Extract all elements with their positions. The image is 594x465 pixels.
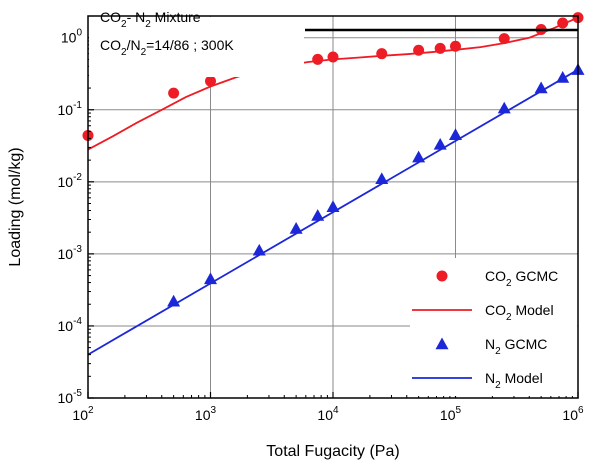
- legend-label-text: CO: [485, 302, 506, 318]
- legend-label-text: CO: [485, 268, 506, 284]
- annotation-text: =14/86 ; 300K: [146, 37, 234, 53]
- co2-gcmc-point: [168, 88, 179, 99]
- annotation-text: Mixture: [151, 9, 201, 25]
- co2-gcmc-point: [328, 51, 339, 62]
- y-tick-base: 10: [58, 174, 74, 190]
- x-tick-base: 10: [72, 407, 88, 423]
- legend-label-text: N: [485, 336, 495, 352]
- legend-swatch-co2-gcmc: [437, 271, 448, 282]
- annotation-text: /N: [127, 37, 141, 53]
- x-tick-base: 10: [440, 407, 456, 423]
- x-tick-exponent: 2: [88, 405, 94, 416]
- co2-gcmc-point: [312, 54, 323, 65]
- y-tick-exponent: 0: [76, 28, 82, 39]
- y-tick-exponent: -1: [73, 100, 82, 111]
- co2-gcmc-point: [376, 48, 387, 59]
- annotation-text: CO: [100, 9, 121, 25]
- y-tick-exponent: -4: [73, 316, 82, 327]
- x-tick-base: 10: [317, 407, 333, 423]
- y-tick-exponent: -3: [73, 244, 82, 255]
- annotation-text: CO: [100, 37, 121, 53]
- legend-label-text: GCMC: [501, 336, 548, 352]
- x-tick-exponent: 4: [333, 405, 339, 416]
- y-tick-base: 10: [58, 390, 74, 406]
- x-tick-exponent: 3: [211, 405, 217, 416]
- y-axis-title: Loading (mol/kg): [7, 147, 24, 266]
- legend-label-text: Model: [501, 370, 543, 386]
- x-axis-title: Total Fugacity (Pa): [266, 443, 399, 460]
- legend-label-text: Model: [512, 302, 554, 318]
- legend-label-text: N: [485, 370, 495, 386]
- legend-label-text: GCMC: [512, 268, 559, 284]
- x-tick-base: 10: [195, 407, 211, 423]
- y-tick-base: 10: [61, 30, 77, 46]
- x-tick-exponent: 6: [578, 405, 584, 416]
- annotation-text: - N: [127, 9, 146, 25]
- y-tick-base: 10: [58, 246, 74, 262]
- x-tick-exponent: 5: [456, 405, 462, 416]
- y-tick-exponent: -5: [73, 388, 82, 399]
- y-tick-exponent: -2: [73, 172, 82, 183]
- x-tick-base: 10: [562, 407, 578, 423]
- y-tick-base: 10: [58, 318, 74, 334]
- y-tick-base: 10: [58, 102, 74, 118]
